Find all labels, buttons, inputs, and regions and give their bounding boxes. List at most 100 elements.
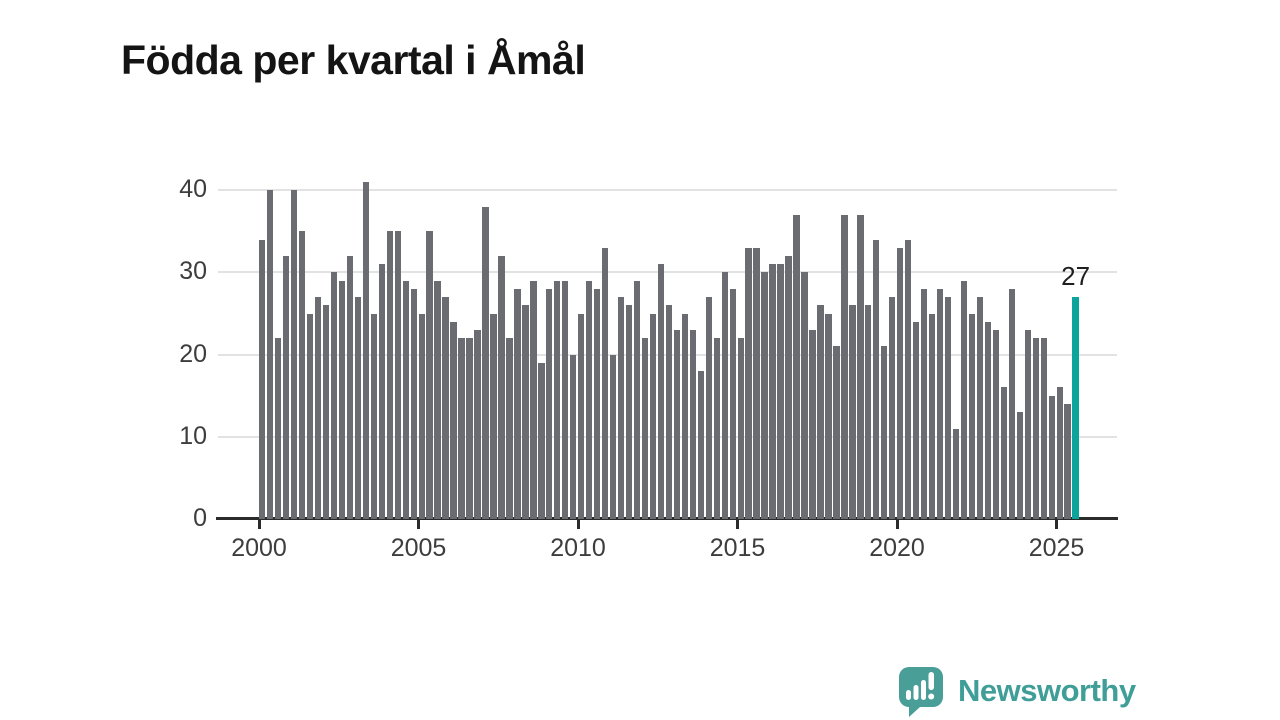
- bar: [729, 288, 736, 519]
- bar: [498, 255, 505, 519]
- bar: [530, 280, 537, 519]
- bar: [442, 297, 449, 519]
- bar: [897, 247, 904, 519]
- bar: [609, 354, 617, 519]
- bar: [314, 297, 322, 519]
- bar: [769, 264, 776, 519]
- bar: [458, 338, 465, 519]
- x-tick-2025: [1055, 520, 1058, 529]
- y-tick-label-0: 0: [193, 504, 207, 532]
- bar: [330, 272, 338, 519]
- bar: [617, 297, 625, 519]
- bar: [641, 338, 649, 519]
- bar: [721, 272, 728, 519]
- bar: [562, 280, 569, 519]
- bar: [912, 321, 920, 519]
- bar: [322, 305, 330, 519]
- x-tick-2010: [576, 520, 580, 529]
- bar: [889, 297, 896, 519]
- bar: [944, 297, 952, 519]
- bar: [801, 272, 808, 519]
- logo-bar-large: [921, 680, 926, 700]
- bar-value-annotation: 27: [1061, 261, 1091, 292]
- x-tick-label-2020: 2020: [869, 534, 925, 562]
- bar: [809, 329, 816, 519]
- bar: [849, 305, 856, 519]
- bar: [1040, 338, 1047, 519]
- bar: [761, 272, 768, 519]
- y-tick-label-20: 20: [179, 339, 207, 368]
- bar: [793, 214, 800, 519]
- logo-bar-small: [906, 690, 911, 700]
- x-tick-label-2005: 2005: [390, 534, 447, 562]
- bar: [657, 264, 665, 519]
- bar: [418, 313, 425, 519]
- bar: [370, 313, 378, 519]
- bar: [1016, 412, 1024, 519]
- newsworthy-logo-text: Newsworthy: [958, 673, 1136, 708]
- bar: [936, 288, 944, 519]
- bar: [873, 239, 880, 519]
- bar: [1064, 403, 1071, 519]
- bar: [282, 255, 290, 519]
- bar: [490, 313, 497, 519]
- bar: [386, 231, 393, 519]
- bar: [514, 288, 521, 519]
- logo-exclamation-dot: [928, 693, 935, 700]
- bar: [378, 264, 386, 519]
- x-tick-label-2010: 2010: [550, 534, 606, 562]
- bar: [625, 305, 633, 519]
- bar: [354, 297, 362, 519]
- bar: [881, 346, 888, 519]
- gridline-y-30: [218, 271, 1117, 274]
- bar: [266, 190, 274, 519]
- bar: [665, 305, 673, 519]
- bar: [290, 190, 298, 519]
- bar: [259, 239, 266, 519]
- x-tick-2000: [257, 520, 261, 529]
- newsworthy-speech-bubble-chart-icon: [899, 667, 943, 717]
- bar: [394, 231, 401, 519]
- bar: [976, 297, 984, 519]
- bar: [506, 338, 513, 519]
- bar: [585, 280, 593, 519]
- bar: [1024, 329, 1031, 519]
- bar: [538, 362, 545, 519]
- bar: [1032, 338, 1039, 519]
- bar: [593, 288, 601, 519]
- x-tick-2015: [736, 520, 739, 529]
- bar: [928, 313, 936, 519]
- bar: [633, 280, 641, 519]
- bar: [865, 305, 872, 519]
- bar: [737, 338, 744, 519]
- bar: [673, 329, 681, 519]
- bar: [785, 255, 792, 519]
- bar: [346, 255, 354, 519]
- bar: [522, 305, 529, 519]
- bar: [713, 338, 720, 519]
- bar: [570, 354, 577, 519]
- bar: [546, 288, 553, 519]
- bar: [1008, 288, 1016, 519]
- x-tick-2005: [417, 520, 420, 529]
- bar: [904, 239, 912, 519]
- bar: [426, 231, 433, 519]
- bar: [689, 329, 697, 519]
- y-tick-label-30: 30: [179, 257, 207, 286]
- chart-title: Födda per kvartal i Åmål: [121, 37, 586, 84]
- bar: [450, 321, 457, 519]
- x-tick-label-2015: 2015: [709, 534, 766, 562]
- bar: [920, 288, 928, 519]
- bar: [992, 329, 1000, 519]
- bar: [984, 321, 992, 519]
- bar: [578, 313, 585, 519]
- bar: [410, 288, 417, 519]
- bar: [745, 247, 752, 519]
- bar: [1048, 395, 1055, 519]
- bar: [1056, 387, 1063, 519]
- bar: [777, 264, 784, 519]
- bar: [434, 280, 441, 519]
- bar: [1000, 387, 1008, 519]
- bar: [960, 280, 968, 519]
